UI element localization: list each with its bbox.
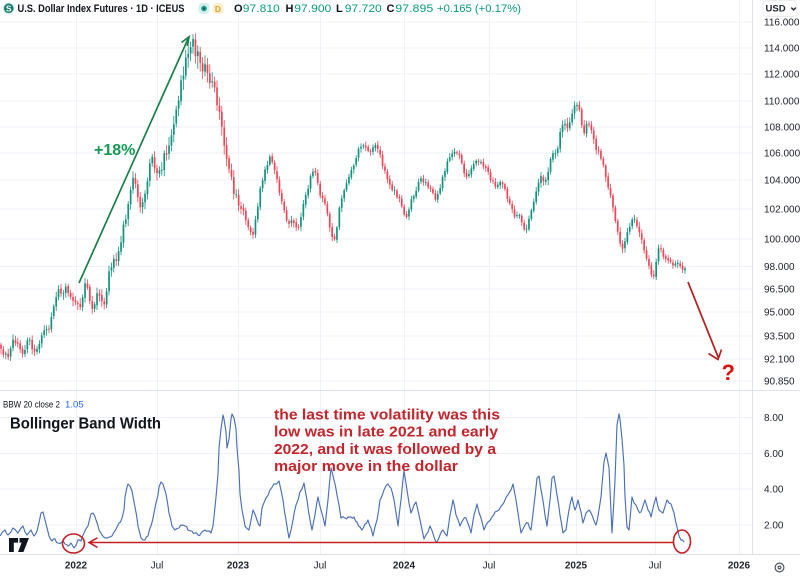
svg-text:2.00: 2.00 [764,521,784,532]
svg-text:100.000: 100.000 [764,235,800,246]
svg-text:Jul: Jul [483,561,496,572]
svg-text:93.500: 93.500 [764,332,795,343]
svg-text:95.000: 95.000 [764,308,795,319]
svg-text:114.000: 114.000 [764,44,800,55]
svg-text:Jul: Jul [151,561,164,572]
svg-text:low was in late 2021 and early: low was in late 2021 and early [274,425,499,441]
svg-text:Jul: Jul [314,561,327,572]
svg-text:2022, and it was followed by a: 2022, and it was followed by a [274,442,497,458]
svg-text:2026: 2026 [728,561,751,572]
svg-text:8.00: 8.00 [764,413,784,424]
svg-text:90.850: 90.850 [764,377,795,388]
svg-text:+0.165 (+0.17%): +0.165 (+0.17%) [437,3,521,15]
svg-text:2025: 2025 [565,561,588,572]
svg-text:O: O [234,3,243,15]
svg-text:2024: 2024 [393,561,416,572]
svg-text:S: S [6,3,12,13]
svg-text:102.000: 102.000 [764,205,800,216]
svg-text:96.500: 96.500 [764,285,795,296]
svg-text:Bollinger Band Width: Bollinger Band Width [10,416,161,433]
svg-text:2023: 2023 [227,561,250,572]
svg-text:USD: USD [766,4,786,15]
svg-text:112.000: 112.000 [764,70,800,81]
svg-text:116.000: 116.000 [764,18,800,29]
svg-text:106.000: 106.000 [764,149,800,160]
svg-text:98.000: 98.000 [764,262,795,273]
svg-text:1.05: 1.05 [65,400,84,411]
svg-text:97.720: 97.720 [345,3,382,15]
svg-text:4.00: 4.00 [764,485,784,496]
svg-text:+18%: +18% [94,142,135,159]
svg-text:D: D [215,4,221,14]
svg-text:Jul: Jul [649,561,662,572]
svg-text:major move in the dollar: major move in the dollar [274,459,458,475]
svg-text:2022: 2022 [65,561,88,572]
svg-text:H: H [286,3,294,15]
svg-text:U.S. Dollar Index Futures · 1D: U.S. Dollar Index Futures · 1D · ICEUS [18,3,185,15]
svg-text:6.00: 6.00 [764,449,784,460]
svg-text:92.100: 92.100 [764,355,795,366]
svg-text:110.000: 110.000 [764,97,800,108]
svg-text:97.810: 97.810 [243,3,280,15]
svg-text:108.000: 108.000 [764,123,800,134]
svg-text:97.900: 97.900 [294,3,331,15]
svg-text:97.895: 97.895 [395,3,433,15]
svg-text:104.000: 104.000 [764,176,800,187]
svg-text:BBW 20 close 2: BBW 20 close 2 [3,400,60,411]
svg-text:C: C [387,3,395,15]
svg-text:the last time volatility was t: the last time volatility was this [274,408,500,424]
svg-text:L: L [336,3,343,15]
svg-text:?: ? [722,360,735,385]
